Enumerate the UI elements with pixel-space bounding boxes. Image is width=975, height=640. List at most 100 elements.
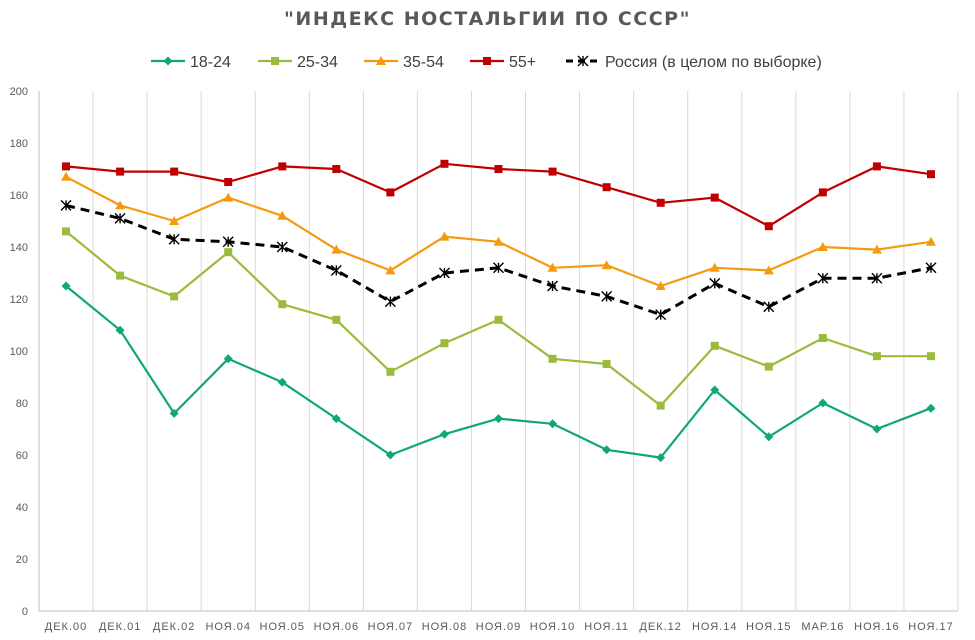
data-point	[602, 445, 612, 455]
data-point	[763, 301, 775, 313]
data-point	[926, 403, 936, 413]
data-point	[655, 281, 666, 290]
data-point	[709, 262, 720, 272]
y-tick-label: 120	[10, 294, 28, 306]
y-tick-label: 0	[22, 606, 28, 618]
data-point	[277, 377, 287, 387]
data-point	[602, 360, 611, 368]
data-point	[169, 216, 180, 225]
chart-title: "ИНДЕКС НОСТАЛЬГИИ ПО СССР"	[284, 8, 691, 30]
y-tick-label: 60	[16, 450, 28, 462]
data-point	[763, 265, 774, 275]
x-tick-label: ДЕК.00	[45, 621, 88, 633]
legend-label: 35-54	[403, 54, 444, 71]
data-point	[439, 231, 450, 241]
data-point	[224, 248, 233, 257]
y-tick-label: 140	[10, 242, 28, 254]
data-point	[494, 414, 503, 424]
data-point	[602, 183, 611, 192]
data-point	[872, 352, 881, 361]
data-point	[493, 262, 504, 274]
data-point	[494, 165, 503, 173]
legend-marker	[483, 57, 491, 65]
data-point	[277, 210, 288, 220]
data-point	[655, 309, 667, 321]
data-point	[224, 178, 233, 186]
data-point	[386, 188, 395, 197]
data-point	[170, 292, 179, 301]
data-point	[764, 432, 774, 442]
data-point	[817, 242, 828, 251]
x-tick-label: ДЕК.01	[99, 621, 142, 633]
data-point	[925, 236, 936, 246]
data-point	[223, 192, 234, 202]
data-point	[276, 241, 288, 253]
x-tick-label: НОЯ.15	[746, 621, 792, 633]
data-point	[60, 199, 72, 211]
data-point	[115, 325, 125, 335]
x-tick-label: НОЯ.06	[314, 621, 360, 633]
data-point	[926, 352, 935, 361]
data-point	[384, 296, 396, 308]
y-tick-label: 160	[10, 190, 28, 202]
data-point	[386, 367, 395, 376]
data-point	[440, 339, 449, 348]
data-point	[764, 362, 773, 371]
data-point	[222, 236, 234, 248]
x-tick-label: НОЯ.10	[530, 621, 576, 633]
x-tick-label: НОЯ.05	[260, 621, 306, 633]
x-tick-label: ДЕК.02	[153, 621, 196, 633]
data-point	[331, 414, 341, 424]
series-line-0	[65, 285, 932, 459]
legend-marker	[271, 57, 279, 65]
data-point	[871, 272, 883, 284]
data-point	[330, 264, 342, 276]
data-point	[223, 354, 233, 364]
y-tick-label: 80	[16, 398, 28, 410]
data-point	[61, 281, 71, 291]
data-point	[278, 162, 287, 171]
x-tick-label: НОЯ.09	[476, 621, 522, 633]
data-point	[872, 424, 882, 434]
legend-marker	[577, 55, 589, 67]
data-point	[168, 233, 180, 245]
data-point	[818, 398, 828, 408]
data-point	[331, 244, 342, 254]
x-tick-label: МАР.16	[801, 621, 844, 633]
y-tick-label: 100	[10, 346, 28, 358]
data-point	[817, 272, 829, 284]
data-point	[601, 260, 612, 270]
data-point	[332, 315, 341, 324]
data-point	[656, 401, 665, 410]
legend-label: Россия (в целом по выборке)	[605, 54, 822, 71]
y-tick-label: 180	[10, 138, 28, 150]
data-point	[440, 159, 449, 168]
data-point	[547, 262, 558, 272]
data-point	[116, 167, 125, 176]
series-line-4	[65, 203, 932, 317]
x-tick-label: НОЯ.17	[908, 621, 954, 633]
y-tick-label: 200	[10, 86, 28, 98]
data-point	[385, 265, 396, 275]
x-tick-label: НОЯ.07	[368, 621, 414, 633]
data-point	[493, 236, 504, 246]
data-point	[170, 167, 179, 176]
data-point	[438, 267, 450, 279]
data-point	[656, 198, 665, 207]
data-point	[278, 300, 287, 309]
x-tick-label: НОЯ.14	[692, 621, 738, 633]
data-point	[494, 315, 503, 324]
data-point	[114, 212, 126, 224]
data-point	[116, 271, 125, 280]
data-point	[871, 244, 882, 254]
x-tick-label: ДЕК.12	[639, 621, 682, 633]
data-point	[656, 453, 666, 463]
series-line-3	[65, 162, 932, 228]
x-tick-label: НОЯ.11	[584, 621, 629, 633]
data-point	[818, 188, 827, 197]
legend-label: 18-24	[190, 54, 231, 71]
data-point	[872, 162, 881, 171]
x-tick-label: НОЯ.16	[854, 621, 900, 633]
